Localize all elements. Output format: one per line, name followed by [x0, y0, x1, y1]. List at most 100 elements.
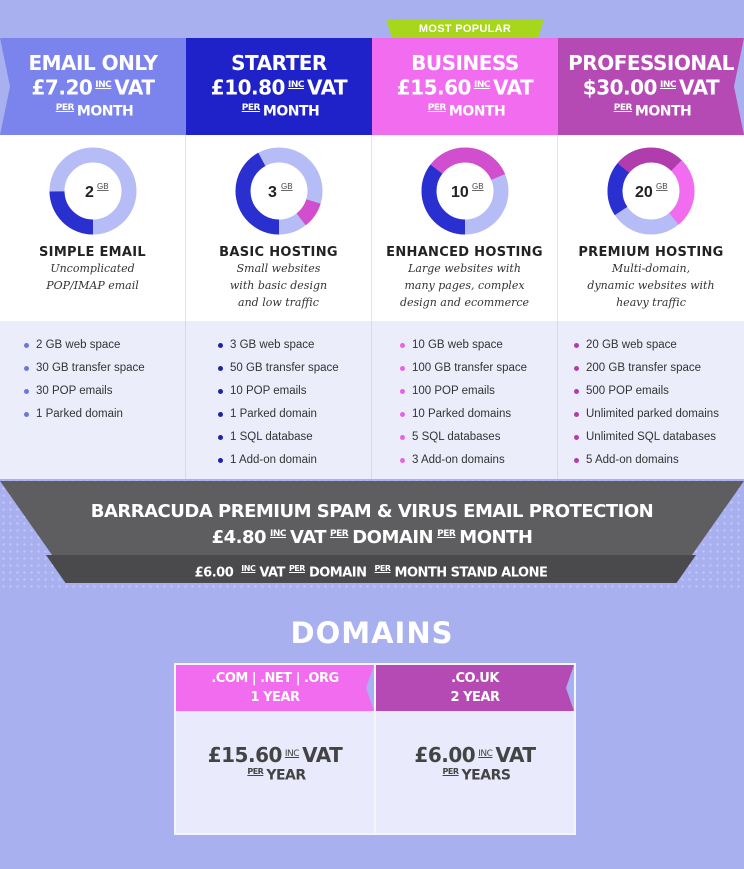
month-label: MONTH — [634, 103, 692, 120]
list-item: 2 GB web space — [24, 334, 185, 357]
plan-header-professional[interactable]: PROFESSIONAL $30.00 INC VAT PER MONTH — [558, 38, 744, 135]
plan-price: $30.00 — [582, 75, 658, 100]
list-item: Unlimited parked domains — [574, 403, 744, 426]
chevron-right-icon — [734, 38, 744, 135]
per-label: PER — [288, 564, 306, 573]
desc-line: with basic design — [229, 279, 328, 292]
desc-line: dynamic websites with — [587, 279, 715, 292]
storage-donut-chart: 20 GB — [607, 147, 695, 235]
chevron-right-icon — [566, 665, 574, 711]
tier-title: SIMPLE EMAIL — [39, 245, 146, 260]
per-label: PER — [241, 102, 261, 113]
plan-card-email-only: 2 GB SIMPLE EMAIL Uncomplicated POP/IMAP … — [0, 135, 186, 321]
gb-unit: GB — [281, 182, 293, 191]
barracuda-title: BARRACUDA PREMIUM SPAM & VIRUS EMAIL PRO… — [90, 501, 654, 522]
plan-card-business: 10 GB ENHANCED HOSTING Large websites wi… — [372, 135, 558, 321]
month-label: MONTH — [262, 103, 320, 120]
vat-label: VAT — [492, 75, 534, 100]
list-item: 1 SQL database — [218, 426, 371, 449]
plan-name: PROFESSIONAL — [568, 51, 734, 75]
list-item: 100 GB transfer space — [400, 357, 557, 380]
barracuda-standalone-bar[interactable]: £6.00 INC VAT PER DOMAIN PER MONTH STAND ALO… — [46, 555, 696, 583]
domain-price: £6.00 — [414, 743, 476, 767]
standalone-price: £6.00 — [194, 565, 234, 581]
standalone-tail: MONTH STAND ALONE — [394, 565, 548, 581]
domain-card-com[interactable]: .COM | .NET | .ORG 1 YEAR £15.60 INC VAT P… — [174, 663, 376, 835]
inc-label: INC — [284, 748, 300, 759]
month-label: MONTH — [76, 103, 134, 120]
per-label: PER — [374, 564, 392, 573]
gb-unit: GB — [472, 182, 484, 191]
vat-label: VAT — [495, 743, 536, 767]
unit-label: YEARS — [461, 767, 511, 784]
desc-line: Large websites with — [408, 262, 521, 275]
list-item: 100 POP emails — [400, 380, 557, 403]
list-item: 20 GB web space — [574, 334, 744, 357]
month-label: MONTH — [448, 103, 506, 120]
per-label: PER — [437, 529, 456, 539]
plan-card-professional: 20 GB PREMIUM HOSTING Multi-domain, dynam… — [558, 135, 744, 321]
desc-line: heavy traffic — [616, 296, 686, 309]
feature-list-professional: 20 GB web space 200 GB transfer space 50… — [558, 321, 744, 479]
vat-label: VAT — [259, 565, 285, 581]
barracuda-price: £4.80 — [211, 527, 267, 548]
per-label: PER — [427, 102, 447, 113]
chevron-left-icon — [0, 38, 10, 135]
vat-label: VAT — [302, 743, 343, 767]
feature-list-email-only: 2 GB web space 30 GB transfer space 30 P… — [0, 321, 186, 479]
list-item: 10 Parked domains — [400, 403, 557, 426]
per-label: PER — [55, 102, 75, 113]
per-label: PER — [442, 767, 460, 776]
domain-term: 1 YEAR — [250, 690, 300, 705]
list-item: 1 Parked domain — [218, 403, 371, 426]
plan-header-starter[interactable]: STARTER £10.80 INC VAT PER MONTH — [186, 38, 372, 135]
list-item: 3 GB web space — [218, 334, 371, 357]
plan-price: £15.60 — [396, 75, 472, 100]
desc-line: Uncomplicated — [50, 262, 135, 275]
desc-line: and low traffic — [238, 296, 319, 309]
list-item: 3 Add-on domains — [400, 449, 557, 472]
gb-unit: GB — [97, 182, 109, 191]
list-item: 1 Parked domain — [24, 403, 185, 426]
storage-donut-chart: 10 GB — [421, 147, 508, 235]
inc-label: INC — [287, 80, 305, 90]
plan-name: STARTER — [231, 51, 327, 75]
most-popular-badge: MOST POPULAR — [386, 19, 544, 39]
desc-line: Small websites — [236, 262, 321, 275]
vat-label: VAT — [306, 75, 348, 100]
storage-donut-chart: 2 GB — [49, 147, 136, 235]
domain-price: £15.60 — [207, 743, 283, 767]
list-item: 1 Add-on domain — [218, 449, 371, 472]
plan-header-business[interactable]: BUSINESS £15.60 INC VAT PER MONTH — [372, 38, 558, 135]
list-item: 500 POP emails — [574, 380, 744, 403]
list-item: 10 GB web space — [400, 334, 557, 357]
list-item: 5 Add-on domains — [574, 449, 744, 472]
domain-extensions: .CO.UK — [451, 671, 499, 686]
desc-line: POP/IMAP email — [46, 279, 139, 292]
list-item: 200 GB transfer space — [574, 357, 744, 380]
tier-title: ENHANCED HOSTING — [386, 245, 543, 260]
list-item: 5 SQL databases — [400, 426, 557, 449]
domain-card-header: .COM | .NET | .ORG 1 YEAR — [176, 665, 374, 711]
unit-label: YEAR — [266, 767, 306, 784]
plan-price: £7.20 — [31, 75, 93, 100]
tier-title: PREMIUM HOSTING — [578, 245, 724, 260]
plan-name: EMAIL ONLY — [28, 51, 158, 75]
inc-label: INC — [241, 564, 256, 573]
domain-label: DOMAIN — [352, 527, 434, 548]
inc-label: INC — [473, 80, 491, 90]
gb-value: 20 — [635, 184, 653, 201]
inc-label: INC — [270, 529, 287, 539]
list-item: Unlimited SQL databases — [574, 426, 744, 449]
barracuda-banner[interactable]: BARRACUDA PREMIUM SPAM & VIRUS EMAIL PRO… — [0, 481, 744, 555]
gb-unit: GB — [656, 182, 668, 191]
list-item: 10 POP emails — [218, 380, 371, 403]
per-label: PER — [613, 102, 633, 113]
feature-list-business: 10 GB web space 100 GB transfer space 10… — [372, 321, 558, 479]
plan-header-email-only[interactable]: EMAIL ONLY £7.20 INC VAT PER MONTH — [0, 38, 186, 135]
gb-value: 10 — [451, 184, 469, 201]
list-item: 30 GB transfer space — [24, 357, 185, 380]
desc-line: many pages, complex — [404, 279, 525, 292]
domain-card-couk[interactable]: .CO.UK 2 YEAR £6.00 INC VAT PER YEARS — [374, 663, 576, 835]
domain-term: 2 YEAR — [450, 690, 500, 705]
